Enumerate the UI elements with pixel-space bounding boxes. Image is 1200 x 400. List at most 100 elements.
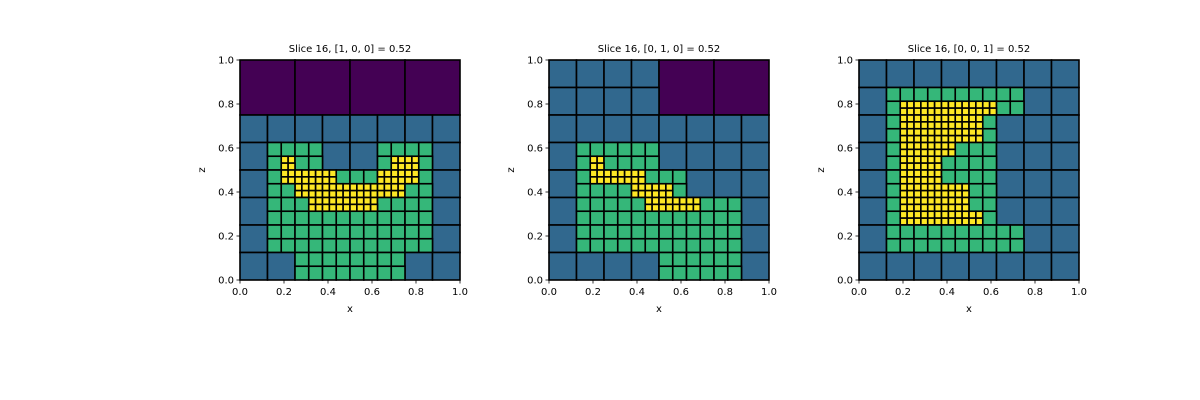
- heatmap-cell: [940, 251, 970, 281]
- heatmap-cell: [321, 203, 331, 213]
- heatmap-cell: [321, 251, 338, 268]
- heatmap-cell: [926, 155, 936, 164]
- heatmap-cell: [369, 203, 379, 213]
- x-tick-label: 0.4: [629, 287, 645, 298]
- heatmap-cell: [1009, 224, 1025, 240]
- heatmap-cell: [913, 176, 922, 185]
- heatmap-cell: [321, 141, 351, 171]
- heatmap-cell: [933, 176, 943, 185]
- heatmap-cell: [926, 196, 936, 206]
- heatmap-cell: [954, 182, 963, 192]
- heatmap-cell: [356, 203, 365, 213]
- heatmap-cell: [975, 114, 984, 123]
- heatmap-cell: [920, 114, 929, 123]
- x-axis: 0.0 0.2 0.4 0.6 0.8 1.0: [851, 280, 1087, 298]
- heatmap-cell: [1023, 224, 1053, 254]
- heatmap-cell: [885, 100, 902, 116]
- heatmap-cell: [417, 210, 434, 226]
- heatmap-cell: [665, 182, 674, 192]
- x-tick-label: 0.8: [408, 287, 424, 298]
- heatmap-cell: [335, 210, 351, 226]
- heatmap-cell: [589, 196, 605, 213]
- heatmap-cell: [899, 134, 908, 144]
- heatmap-cell: [713, 265, 729, 281]
- heatmap-cell: [981, 224, 998, 240]
- heatmap-cell: [644, 141, 660, 158]
- heatmap-cell: [603, 155, 619, 171]
- heatmap-cell: [940, 189, 950, 199]
- y-axis: 0.0 0.2 0.4 0.6 0.8 1.0: [527, 56, 549, 287]
- heatmap-cell: [1050, 86, 1080, 116]
- axes-frame: [548, 59, 770, 281]
- heatmap-cell: [947, 148, 957, 158]
- heatmap-cell: [644, 182, 653, 192]
- heatmap-cell: [713, 224, 729, 240]
- heatmap-cell: [658, 59, 715, 116]
- heatmap-cell: [362, 210, 379, 226]
- heatmap-cell: [899, 121, 908, 130]
- heatmap-cell: [961, 107, 970, 116]
- heatmap-cell: [321, 237, 338, 254]
- heatmap-cell: [899, 189, 908, 199]
- heatmap-cell: [287, 176, 296, 185]
- heatmap-cell: [968, 217, 977, 226]
- heatmap-cell: [685, 237, 702, 254]
- heatmap-cell: [658, 196, 667, 206]
- heatmap-cell: [740, 251, 770, 281]
- heatmap-cell: [307, 155, 324, 171]
- heatmap-cell: [603, 237, 619, 254]
- heatmap-cell: [596, 162, 605, 171]
- heatmap-cell: [699, 237, 715, 254]
- heatmap-cell: [954, 100, 963, 109]
- heatmap-cell: [913, 141, 922, 151]
- heatmap-cell: [589, 237, 605, 254]
- y-axis: 0.0 0.2 0.4 0.6 0.8 1.0: [218, 56, 240, 287]
- heatmap-cell: [940, 141, 950, 151]
- x-tick-label: 0.2: [585, 287, 601, 298]
- heatmap-cell: [858, 86, 888, 116]
- heatmap-cell: [369, 196, 379, 206]
- heatmap-cell: [431, 251, 461, 281]
- x-tick-label: 0.4: [320, 287, 336, 298]
- heatmap-cell: [404, 196, 420, 213]
- heatmap-cell: [294, 265, 310, 281]
- heatmap-cell: [616, 196, 633, 213]
- heatmap-cell: [975, 100, 984, 109]
- heatmap-cell: [920, 217, 929, 226]
- heatmap-cell: [349, 265, 365, 281]
- heatmap-cell: [899, 169, 908, 178]
- heatmap-cell: [417, 155, 434, 171]
- heatmap-cell: [940, 86, 957, 103]
- heatmap-cell: [920, 100, 929, 109]
- heatmap-cell: [342, 189, 351, 199]
- heatmap-cell: [858, 114, 888, 144]
- heatmap-cell: [920, 127, 929, 137]
- heatmap-cell: [266, 251, 296, 281]
- heatmap-cell: [404, 114, 434, 144]
- heatmap-cell: [947, 189, 957, 199]
- heatmap-cell: [913, 217, 922, 226]
- heatmap-cell: [913, 203, 922, 213]
- heatmap-cell: [658, 251, 674, 268]
- heatmap-cell: [301, 189, 310, 199]
- heatmap-cell: [376, 155, 393, 171]
- heatmap-cell: [968, 59, 998, 89]
- heatmap-cell: [968, 86, 984, 103]
- heatmap-cell: [906, 141, 915, 151]
- heatmap-cell: [266, 224, 283, 240]
- heatmap-cell: [981, 182, 998, 199]
- heatmap-cell: [266, 196, 283, 213]
- heatmap-cell: [899, 155, 908, 164]
- heatmap-cell: [933, 210, 943, 219]
- heatmap-cell: [280, 176, 289, 185]
- heatmap-cell: [294, 182, 303, 192]
- heatmap-cell: [906, 176, 915, 185]
- heatmap-cell: [307, 169, 317, 178]
- heatmap-cell: [981, 100, 991, 109]
- heatmap-cell: [671, 237, 688, 254]
- heatmap-cell: [307, 203, 317, 213]
- heatmap-cell: [940, 155, 957, 171]
- heatmap-cell: [961, 127, 970, 137]
- heatmap-cell: [630, 169, 640, 178]
- x-tick-label: 0.0: [541, 287, 557, 298]
